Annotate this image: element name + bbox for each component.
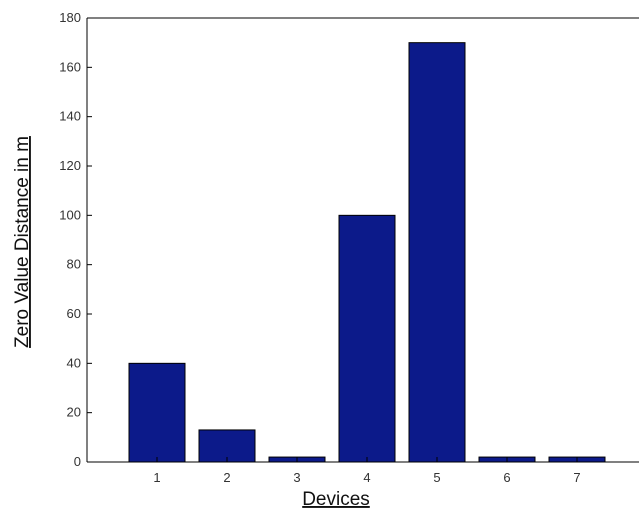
bars-group — [128, 42, 606, 463]
bar-device-5 — [408, 42, 466, 463]
x-tick-label: 2 — [223, 470, 230, 485]
y-tick-label: 100 — [59, 207, 81, 222]
x-tick-label: 4 — [363, 470, 370, 485]
bar-device-4 — [338, 214, 396, 463]
y-tick-label: 120 — [59, 158, 81, 173]
axes-group — [86, 17, 639, 463]
y-tick-label: 140 — [59, 109, 81, 124]
x-tick-labels: 1 2 3 4 5 6 7 — [153, 470, 580, 485]
y-tick-labels: 0 20 40 60 80 100 120 140 160 180 — [59, 10, 81, 469]
y-axis-title: Zero Value Distance in m — [12, 136, 33, 348]
y-tick-label: 20 — [67, 405, 81, 420]
bar-device-1 — [128, 362, 186, 463]
x-tick-label: 5 — [433, 470, 440, 485]
y-tick-label: 60 — [67, 306, 81, 321]
x-tick-label: 1 — [153, 470, 160, 485]
y-tick-label: 80 — [67, 257, 81, 272]
y-tick-label: 0 — [74, 454, 81, 469]
x-tick-label: 6 — [503, 470, 510, 485]
x-tick-label: 3 — [293, 470, 300, 485]
x-axis-title: Devices — [302, 489, 370, 510]
y-tick-label: 40 — [67, 355, 81, 370]
x-tick-label: 7 — [573, 470, 580, 485]
y-tick-label: 160 — [59, 59, 81, 74]
bar-device-2 — [198, 429, 256, 463]
y-tick-label: 180 — [59, 10, 81, 25]
